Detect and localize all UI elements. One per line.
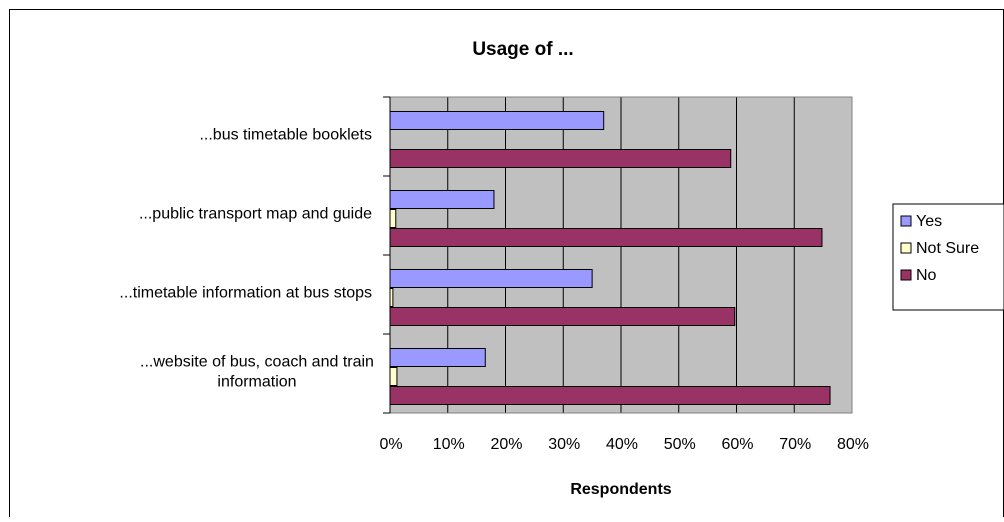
bar-yes bbox=[389, 111, 605, 130]
x-tick-label: 80% bbox=[837, 436, 869, 453]
x-tick-label: 70% bbox=[779, 436, 811, 453]
y-category-label-line: information bbox=[217, 374, 296, 391]
bar-not-sure bbox=[389, 367, 398, 386]
bar-yes bbox=[389, 269, 593, 288]
chart-title: Usage of ... bbox=[472, 39, 573, 60]
x-tick-label: 30% bbox=[548, 436, 580, 453]
x-tick-label: 10% bbox=[433, 436, 465, 453]
x-tick-label: 20% bbox=[490, 436, 522, 453]
bar-no bbox=[389, 228, 823, 247]
x-tick-label: 60% bbox=[721, 436, 753, 453]
y-category-label-line: ...website of bus, coach and train bbox=[140, 354, 374, 371]
bar-yes bbox=[389, 190, 495, 209]
bar-yes bbox=[389, 348, 486, 367]
legend-label: No bbox=[916, 267, 937, 284]
bar-not-sure bbox=[389, 209, 397, 228]
y-category-label: ...bus timetable booklets bbox=[199, 127, 372, 144]
legend: Yes Not Sure No bbox=[892, 203, 1004, 311]
y-category-label: ...timetable information at bus stops bbox=[119, 285, 372, 302]
x-tick-label: 0% bbox=[379, 436, 402, 453]
bar-no bbox=[389, 386, 831, 405]
legend-swatch bbox=[900, 215, 912, 227]
bar-no bbox=[389, 149, 732, 168]
x-axis-title: Respondents bbox=[570, 481, 671, 498]
legend-label: Yes bbox=[916, 213, 942, 230]
bar-no bbox=[389, 307, 736, 326]
x-tick-label: 40% bbox=[606, 436, 638, 453]
x-tick-label: 50% bbox=[664, 436, 696, 453]
y-category-label: ...website of bus, coach and train inform… bbox=[140, 354, 374, 391]
y-category-label: ...public transport map and guide bbox=[139, 206, 372, 223]
legend-swatch bbox=[900, 269, 912, 281]
plot-area: 0% 10% 20% 30% 40% 50% 60% 70% 80% ...bus timetab… bbox=[119, 96, 869, 453]
bar-not-sure bbox=[389, 288, 394, 307]
legend-label: Not Sure bbox=[916, 240, 979, 257]
legend-swatch bbox=[900, 242, 912, 254]
